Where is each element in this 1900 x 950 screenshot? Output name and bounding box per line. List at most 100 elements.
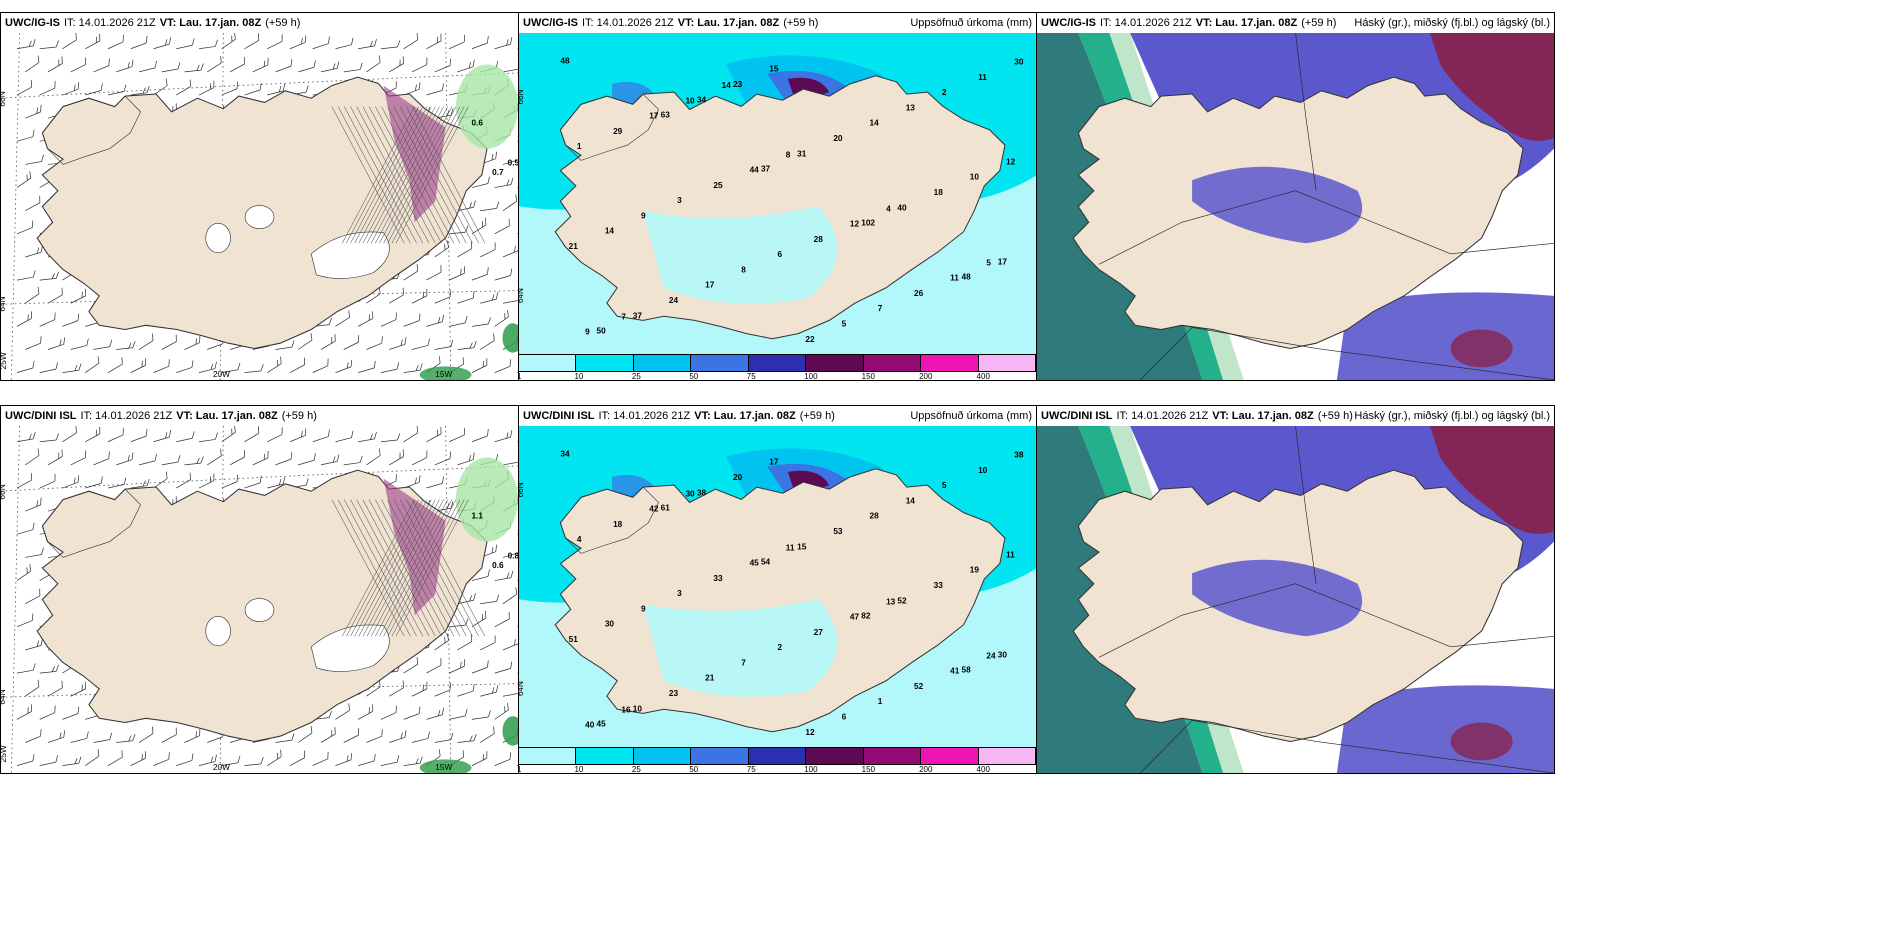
wind-barb-icon — [457, 734, 477, 743]
value-label: 7 — [621, 312, 626, 321]
header-lead: (+59 h) — [799, 410, 835, 422]
wind-barb-icon — [380, 40, 401, 50]
wind-barb-icon — [502, 692, 518, 697]
wind-barb-icon — [153, 78, 168, 96]
wind-barb-icon — [471, 660, 489, 674]
wind-barb-icon — [47, 680, 63, 697]
value-label: 34 — [697, 95, 707, 104]
wind-barb-icon — [39, 474, 56, 489]
wind-barb-icon — [502, 243, 518, 258]
header-right: Uppsöfnuð úrkoma (mm) — [910, 17, 1032, 29]
legend-swatch — [921, 355, 979, 371]
accum-precip-panel-iq-is: UWC/IG-IS IT: 14.01.2026 21Z VT: Lau. 17.j… — [518, 12, 1037, 381]
legend-swatch — [519, 748, 577, 764]
map-view[interactable] — [1037, 426, 1554, 773]
wind-barb-icon — [457, 200, 476, 212]
header-it: IT: 14.01.2026 21Z — [64, 17, 156, 29]
value-label: 12 — [1006, 158, 1016, 167]
value-label: 10 — [978, 466, 988, 475]
wind-barb-icon — [184, 63, 204, 73]
legend-tick: 100 — [804, 765, 818, 774]
value-label: 61 — [661, 504, 671, 513]
value-label: 31 — [797, 149, 807, 158]
value-label: 102 — [861, 219, 875, 228]
header-vt: VT: Lau. 17.jan. 08Z — [1212, 410, 1314, 422]
map-view[interactable]: 66N 64N 34 61 54 82 58 45 38 15 52 30 10 20 53 33 51 23 17… — [519, 426, 1036, 747]
value-label: 14 — [722, 81, 732, 90]
wind-barb-icon — [207, 448, 222, 466]
value-label: 8 — [786, 150, 791, 159]
wind-barb-icon — [62, 426, 77, 443]
wind-barb-icon — [358, 704, 374, 720]
wind-barb-icon — [39, 271, 59, 281]
lon-label: 20W — [213, 762, 230, 772]
header-it: IT: 14.01.2026 21Z — [1116, 410, 1209, 422]
wind-barb-icon — [176, 472, 191, 489]
wind-barb-icon — [107, 750, 123, 766]
lat-label: 64N — [519, 288, 525, 303]
value-label: 11 — [978, 73, 987, 82]
value-label: 0.6 — [492, 560, 504, 570]
value-label: 23 — [733, 80, 743, 89]
legend-tick: 400 — [976, 372, 990, 381]
wind-barb-icon — [335, 37, 354, 50]
wind-barb-icon — [403, 313, 421, 327]
legend-tick: 25 — [631, 372, 641, 381]
value-label: 10 — [633, 704, 643, 713]
value-label: 0.5 — [508, 157, 518, 167]
legend-swatch — [748, 748, 807, 764]
legend-tick: 50 — [689, 765, 699, 774]
wind-barb-icon — [411, 338, 430, 350]
wind-barb-icon — [298, 60, 316, 73]
wind-barb-icon — [480, 685, 499, 697]
wind-barb-icon — [93, 339, 113, 350]
wind-barb-icon — [298, 453, 316, 466]
wind-barb-icon — [502, 194, 518, 212]
value-label: 30 — [605, 620, 615, 629]
wind-barb-icon — [16, 270, 36, 281]
wind-barb-icon — [320, 727, 336, 743]
lat-label: 66N — [1, 484, 7, 499]
wind-barb-icon — [39, 755, 59, 766]
wind-barb-icon — [198, 361, 217, 373]
wind-barb-icon — [176, 360, 194, 373]
legend-tick: 150 — [861, 765, 876, 774]
wind-barb-icon — [275, 59, 293, 73]
wind-barb-icon — [335, 310, 350, 327]
wind-barb-icon — [25, 547, 44, 558]
value-label: 23 — [669, 689, 679, 698]
wind-barb-icon — [471, 176, 490, 188]
wind-barb-icon — [494, 177, 514, 188]
value-label: 63 — [661, 111, 671, 120]
legend-tick: 1 — [519, 372, 521, 380]
wind-barb-icon — [153, 430, 171, 443]
header-lead: (+59 h) — [783, 17, 819, 29]
wind-barb-icon — [85, 83, 103, 96]
wind-barb-icon — [411, 57, 428, 73]
wind-barb-icon — [244, 82, 262, 96]
wind-barb-icon — [494, 702, 509, 720]
header-model: UWC/DINI ISL — [5, 410, 77, 422]
value-label: 33 — [713, 574, 723, 583]
wind-barb-icon — [411, 731, 430, 743]
wind-barb-icon — [434, 682, 451, 697]
wind-barb-icon — [502, 299, 518, 304]
value-label: 1 — [878, 697, 883, 706]
map-view[interactable]: 66N 64N 48 63 37 102 48 50 34 31 40 17 37 23 20 18 21 24 1… — [519, 33, 1036, 354]
wind-barb-icon — [244, 364, 264, 374]
header-vt: VT: Lau. 17.jan. 08Z — [677, 17, 780, 29]
legend-swatch — [748, 355, 807, 371]
wind-barb-icon — [312, 36, 330, 50]
wind-barb-icon — [426, 83, 444, 96]
header-vt: VT: Lau. 17.jan. 08Z — [176, 410, 278, 422]
wind-barb-icon — [502, 68, 518, 73]
wind-barb-icon — [289, 35, 307, 50]
wind-barb-icon — [335, 430, 354, 443]
lat-label: 66N — [1, 91, 7, 106]
wind-barb-icon — [25, 679, 40, 697]
wind-barb-icon — [267, 84, 286, 96]
map-view[interactable] — [1037, 33, 1554, 380]
wind-barb-icon — [161, 334, 177, 350]
